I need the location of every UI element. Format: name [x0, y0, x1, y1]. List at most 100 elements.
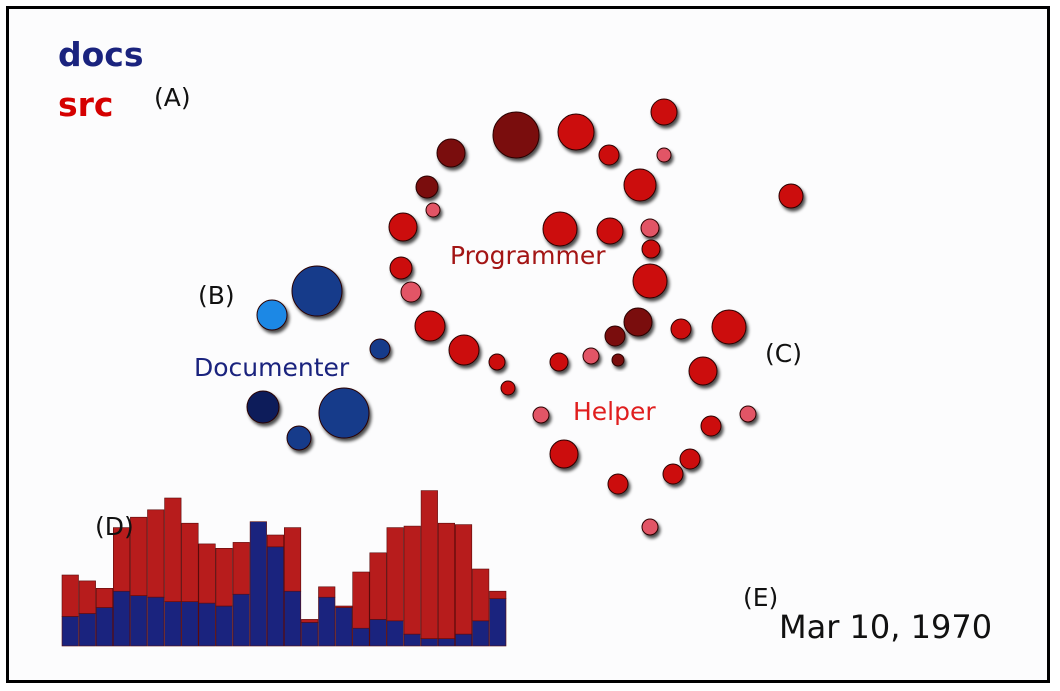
bar-src-19: [386, 527, 404, 622]
bar-src-1: [78, 580, 96, 614]
bar-src-2: [95, 587, 113, 608]
bar-docs-5: [147, 596, 165, 647]
bar-src-9: [215, 547, 233, 607]
bar-src-14: [301, 619, 319, 623]
file-bubble: [389, 256, 413, 280]
bar-src-6: [164, 497, 182, 602]
file-bubble: [662, 463, 684, 485]
marker-e: (E): [743, 583, 779, 612]
bar-src-24: [472, 568, 490, 622]
file-bubble: [604, 325, 626, 347]
file-bubble: [542, 211, 578, 247]
bar-docs-21: [420, 638, 438, 647]
file-bubble: [711, 309, 747, 345]
bar-src-3: [113, 527, 131, 592]
bar-docs-22: [437, 638, 456, 647]
file-bubble: [778, 183, 804, 209]
file-bubble: [425, 202, 441, 218]
file-bubble: [532, 406, 550, 424]
file-bubble: [246, 390, 280, 424]
bar-docs-25: [489, 598, 507, 647]
bar-docs-18: [369, 619, 387, 647]
legend-docs: docs: [58, 35, 144, 74]
bar-docs-14: [301, 621, 319, 647]
bar-docs-10: [232, 593, 250, 647]
file-bubble: [492, 111, 540, 159]
file-bubble: [607, 473, 629, 495]
bar-src-20: [403, 525, 421, 635]
file-bubble: [598, 144, 620, 166]
bar-docs-4: [130, 595, 148, 647]
cluster-label-documenter: Documenter: [194, 353, 350, 382]
file-bubble: [448, 334, 480, 366]
file-bubble: [679, 448, 701, 470]
file-bubble: [623, 168, 657, 202]
file-bubble: [650, 98, 678, 126]
bar-docs-3: [113, 590, 131, 647]
file-bubble: [632, 263, 668, 299]
bar-docs-11: [249, 521, 267, 647]
file-bubble: [318, 387, 370, 439]
file-bubble: [641, 239, 661, 259]
bar-docs-12: [266, 546, 285, 647]
file-bubbles: [246, 98, 804, 536]
file-bubble: [611, 353, 625, 367]
bar-docs-17: [352, 627, 370, 647]
file-bubble: [415, 175, 439, 199]
file-bubble: [640, 218, 660, 238]
bar-docs-13: [283, 590, 302, 647]
marker-a: (A): [154, 83, 191, 112]
file-bubble: [400, 281, 422, 303]
file-bubble: [582, 347, 600, 365]
file-bubble: [291, 265, 343, 317]
marker-c: (C): [765, 339, 802, 368]
bar-src-7: [181, 522, 199, 602]
marker-b: (B): [198, 281, 235, 310]
bar-src-23: [454, 524, 473, 635]
file-bubble: [256, 299, 288, 331]
bar-docs-0: [61, 616, 79, 647]
cluster-label-helper: Helper: [573, 397, 656, 426]
file-bubble: [641, 518, 659, 536]
bar-src-25: [489, 590, 507, 599]
bar-docs-16: [335, 607, 353, 647]
file-bubble: [656, 147, 672, 163]
bar-src-8: [198, 543, 216, 604]
bar-src-17: [352, 571, 370, 629]
file-bubble: [549, 352, 569, 372]
bar-docs-23: [454, 633, 473, 647]
date-label: Mar 10, 1970: [779, 608, 993, 646]
bar-docs-2: [95, 607, 113, 647]
bar-docs-20: [403, 633, 421, 647]
bar-src-16: [335, 605, 353, 608]
bar-docs-19: [386, 620, 404, 647]
file-bubble: [414, 310, 446, 342]
file-bubble: [557, 113, 595, 151]
file-bubble: [488, 353, 506, 371]
bar-src-22: [437, 522, 456, 639]
marker-d: (D): [95, 512, 134, 541]
file-bubble: [388, 212, 418, 242]
bar-src-10: [232, 542, 250, 595]
visualization-frame: docs src (A) (B) (C) (D) (E) Programmer …: [6, 6, 1050, 683]
bar-src-15: [318, 586, 336, 598]
bar-src-13: [283, 527, 302, 592]
bar-docs-15: [318, 596, 336, 647]
bar-src-18: [369, 552, 387, 620]
activity-visualization: [61, 98, 804, 647]
file-bubble: [549, 439, 579, 469]
bar-docs-24: [472, 620, 490, 647]
bar-docs-1: [78, 613, 96, 647]
file-bubble: [688, 356, 718, 386]
file-bubble: [670, 318, 692, 340]
bar-docs-9: [215, 605, 233, 647]
activity-histogram: [61, 490, 507, 647]
bar-src-21: [420, 490, 438, 639]
file-bubble: [436, 138, 466, 168]
bar-docs-6: [164, 601, 182, 647]
cluster-label-programmer: Programmer: [450, 241, 606, 270]
bar-docs-7: [181, 601, 199, 647]
bar-src-5: [147, 509, 165, 598]
file-bubble: [369, 338, 391, 360]
bar-src-4: [130, 516, 148, 596]
